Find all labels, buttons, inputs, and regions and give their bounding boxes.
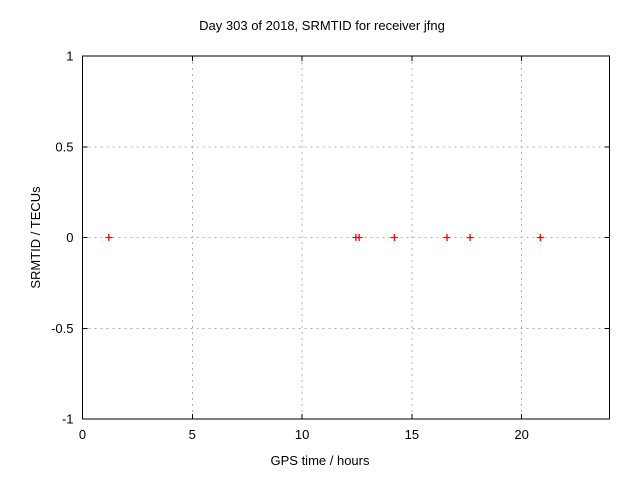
data-point-marker	[355, 234, 363, 241]
data-point-marker	[390, 234, 398, 241]
data-point-marker	[443, 234, 451, 241]
y-tick-label: 1	[66, 49, 73, 64]
y-tick-labels: -1 -0.5 0 0.5 1	[51, 49, 73, 427]
y-tick-label: -1	[62, 412, 74, 427]
data-point-marker	[105, 234, 113, 241]
x-axis-label: GPS time / hours	[271, 453, 370, 468]
x-tick-label: 15	[405, 427, 419, 442]
data-markers	[105, 234, 544, 241]
x-tick-label: 0	[79, 427, 86, 442]
plot-border	[82, 55, 610, 420]
chart-title: Day 303 of 2018, SRMTID for receiver jfn…	[199, 18, 445, 33]
y-axis-label: SRMTID / TECUs	[28, 186, 43, 289]
data-point-marker	[536, 234, 544, 241]
x-tick-label: 20	[514, 427, 528, 442]
x-tick-label: 10	[295, 427, 309, 442]
y-tick-label: -0.5	[51, 321, 73, 336]
y-tick-label: 0	[66, 230, 73, 245]
x-tick-label: 5	[189, 427, 196, 442]
y-tick-label: 0.5	[55, 139, 73, 154]
data-point-marker	[466, 234, 474, 241]
x-tick-labels: 0 5 10 15 20	[79, 427, 529, 442]
grid-lines	[82, 56, 610, 419]
